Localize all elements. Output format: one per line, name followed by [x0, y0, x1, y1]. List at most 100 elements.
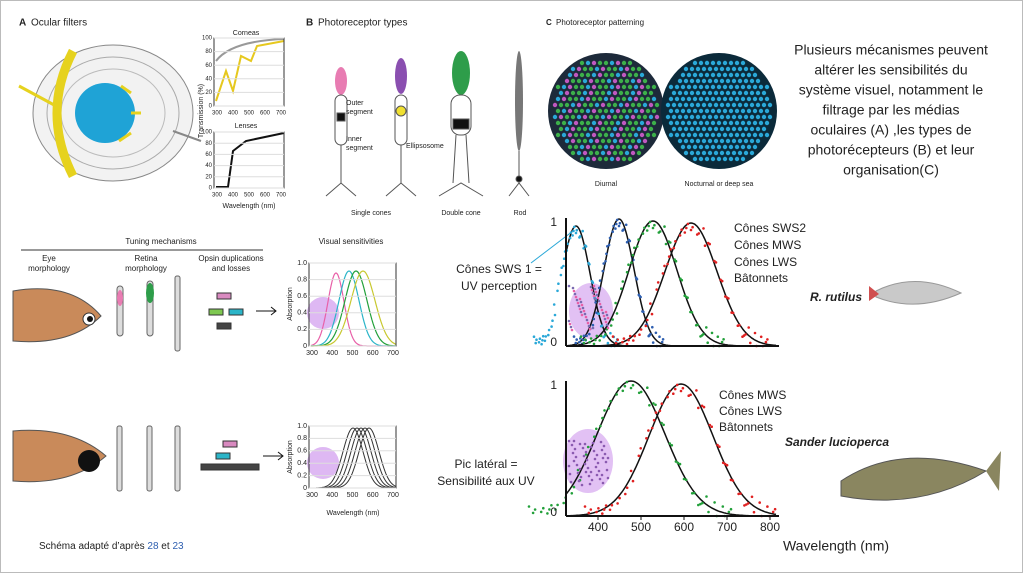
cell	[612, 78, 618, 84]
data-dot	[603, 409, 606, 412]
cell	[645, 84, 651, 90]
cell	[591, 120, 597, 126]
data-dot	[637, 454, 641, 458]
cell	[597, 84, 603, 90]
cell	[582, 66, 588, 72]
data-dot	[535, 338, 538, 342]
cell	[651, 120, 657, 126]
cell	[710, 72, 716, 78]
data-dot	[586, 466, 590, 470]
cell	[651, 132, 657, 138]
cell	[734, 144, 740, 150]
cell	[585, 156, 591, 162]
data-dot	[605, 252, 608, 256]
cell	[573, 120, 579, 126]
cell	[728, 84, 734, 90]
x-tick-label: 500	[347, 350, 359, 357]
data-dot	[606, 456, 610, 460]
cell	[701, 138, 707, 144]
cell	[585, 84, 591, 90]
data-dot	[582, 334, 586, 338]
data-dot	[753, 331, 757, 335]
cell	[570, 114, 576, 120]
cell	[615, 120, 621, 126]
cell	[636, 102, 642, 108]
cell	[707, 114, 713, 120]
cell	[582, 126, 588, 132]
data-dot	[764, 340, 768, 344]
cell	[749, 78, 755, 84]
cell	[606, 114, 612, 120]
cell	[698, 96, 704, 102]
data-dot	[741, 335, 744, 339]
cell	[576, 66, 582, 72]
data-dot	[607, 407, 610, 410]
data-dot	[539, 510, 543, 514]
data-dot	[597, 286, 601, 290]
curve	[311, 270, 397, 347]
x-tick-label: 700	[276, 193, 287, 199]
cell	[591, 96, 597, 102]
data-dot	[583, 462, 587, 466]
cell	[665, 102, 671, 108]
data-dot	[569, 480, 573, 484]
cell	[692, 96, 698, 102]
reference[interactable]: 28	[147, 541, 159, 552]
cell	[707, 102, 713, 108]
panel-title: Photoreceptor types	[318, 18, 408, 29]
label: Ellipsosome	[406, 143, 444, 150]
data-dot	[575, 298, 579, 302]
label: Retina	[134, 254, 158, 263]
data-dot	[559, 273, 563, 277]
cell	[698, 108, 704, 114]
cell	[680, 84, 686, 90]
data-dot	[666, 262, 669, 266]
y-tick-label: 0.6	[297, 448, 307, 455]
cell	[600, 150, 606, 156]
cell	[609, 60, 615, 66]
x-tick-label: 400	[228, 111, 239, 117]
cell	[651, 96, 657, 102]
data-dot	[749, 341, 752, 345]
cell	[594, 150, 600, 156]
data-dot	[652, 418, 656, 422]
chart-title: Corneas	[233, 30, 260, 37]
cell	[606, 102, 612, 108]
cell	[627, 120, 633, 126]
cell	[582, 102, 588, 108]
cell	[630, 114, 636, 120]
y-tick-label: 1	[550, 378, 557, 392]
data-dot	[702, 227, 705, 230]
reference[interactable]: 23	[172, 541, 184, 552]
cell	[695, 150, 701, 156]
cell	[713, 90, 719, 96]
data-dot	[758, 501, 761, 504]
cell	[636, 78, 642, 84]
data-dot	[658, 335, 661, 339]
data-dot	[591, 326, 595, 330]
cell	[707, 126, 713, 132]
cell	[719, 138, 725, 144]
cell	[585, 108, 591, 114]
cell	[618, 102, 624, 108]
cell	[564, 138, 570, 144]
cell	[677, 78, 683, 84]
cell	[579, 120, 585, 126]
data-dot	[544, 335, 548, 338]
cell	[761, 102, 767, 108]
cell	[719, 78, 725, 84]
data-dot	[562, 501, 565, 505]
cell	[722, 108, 728, 114]
data-dot	[600, 473, 604, 477]
cell	[621, 72, 627, 78]
cell	[731, 66, 737, 72]
cell	[704, 96, 710, 102]
cell	[749, 150, 755, 156]
cell	[645, 96, 651, 102]
data-dot	[661, 272, 665, 275]
data-dot	[716, 335, 720, 339]
data-dot	[606, 476, 610, 480]
y-tick-label: 80	[205, 49, 212, 55]
cell	[680, 96, 686, 102]
y-tick-label: 1.0	[297, 260, 307, 267]
